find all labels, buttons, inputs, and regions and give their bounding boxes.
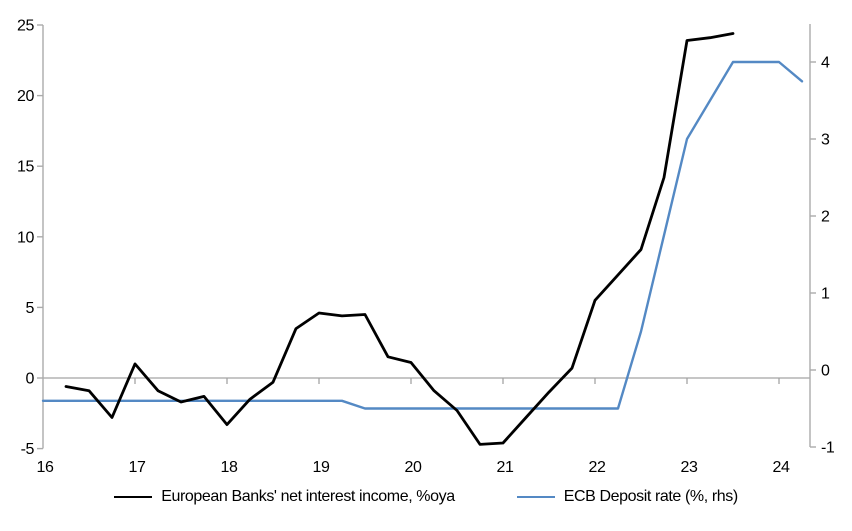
y-axis-left-tick-label: 20 <box>17 88 34 105</box>
series-nii-line <box>64 32 735 446</box>
legend-label-nii: European Banks' net interest income, %oy… <box>161 488 455 505</box>
x-axis-tick-label: 19 <box>313 459 330 476</box>
y-axis-right-tick-label: 0 <box>821 363 830 380</box>
y-axis-left-tick-label: 25 <box>17 18 34 35</box>
x-axis-tick-label: 16 <box>37 459 54 476</box>
y-axis-right-tick-label: 1 <box>821 286 830 303</box>
legend-item-ecb: ECB Deposit rate (%, rhs) <box>516 488 738 506</box>
y-axis-left-tick-label: 0 <box>26 371 35 388</box>
x-axis-tick-label: 23 <box>681 459 698 476</box>
x-axis-tick-label: 21 <box>497 459 514 476</box>
x-axis-tick-label: 22 <box>589 459 606 476</box>
y-axis-left-tick-label: 10 <box>17 229 34 246</box>
series-ecb-line <box>41 60 804 410</box>
y-axis-left-tick-label: 15 <box>17 159 34 176</box>
x-axis-tick-label: 18 <box>221 459 238 476</box>
x-axis-tick-label: 20 <box>405 459 422 476</box>
legend-label-ecb: ECB Deposit rate (%, rhs) <box>563 488 738 505</box>
x-axis-tick-label: 17 <box>129 459 146 476</box>
legend-item-nii: European Banks' net interest income, %oy… <box>114 488 455 506</box>
y-axis-right-tick-label: 4 <box>821 55 830 72</box>
y-axis-left-tick-label: -5 <box>21 441 35 458</box>
y-axis-right-tick-label: -1 <box>821 440 835 457</box>
y-axis-left-tick-label: 5 <box>26 300 35 317</box>
x-axis-tick-label: 24 <box>773 459 790 476</box>
y-axis-right-tick-label: 3 <box>821 132 830 149</box>
ecb-line-swatch <box>516 496 555 498</box>
y-axis-right-tick-label: 2 <box>821 209 830 226</box>
legend: European Banks' net interest income, %oy… <box>0 488 852 506</box>
nii-line-swatch <box>114 496 153 498</box>
